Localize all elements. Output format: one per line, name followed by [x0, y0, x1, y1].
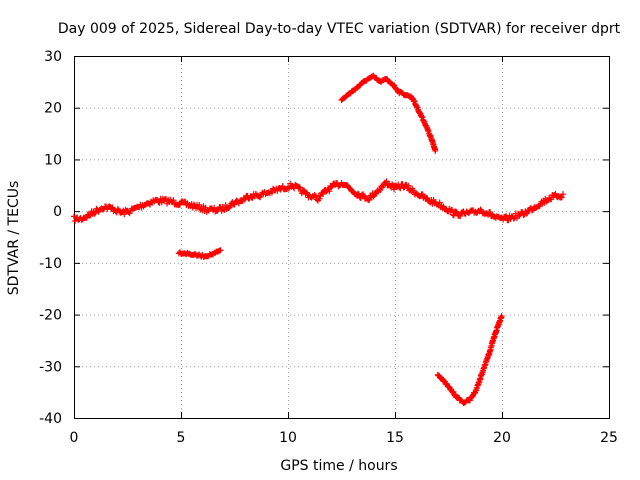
- x-tick-label: 25: [600, 430, 618, 446]
- y-tick-label: -20: [39, 308, 62, 324]
- y-tick-label: 10: [44, 152, 62, 168]
- data-point: [196, 201, 203, 208]
- x-tick-label: 20: [493, 430, 511, 446]
- series-high-arc: [338, 72, 439, 154]
- data-point: [391, 186, 398, 193]
- data-point: [316, 195, 323, 202]
- data-point: [170, 197, 177, 204]
- grid: [74, 56, 609, 418]
- y-tick-label: -40: [39, 411, 62, 427]
- data-point: [503, 213, 510, 220]
- data-point: [311, 192, 318, 199]
- series-low-arc: [434, 313, 505, 407]
- data-point: [231, 201, 238, 208]
- data-point: [405, 182, 412, 189]
- data-point: [559, 191, 566, 198]
- data-point: [558, 194, 565, 201]
- series-main-band: [71, 178, 566, 225]
- plot-frame: [74, 56, 610, 419]
- y-tick-label: 30: [44, 49, 62, 65]
- series-negative-segment: [175, 247, 224, 260]
- y-tick-label: 20: [44, 101, 62, 117]
- data-point: [121, 211, 128, 218]
- x-axis-label: GPS time / hours: [280, 458, 397, 474]
- data-marks: [71, 72, 566, 407]
- data-point: [450, 211, 457, 218]
- data-point: [516, 212, 523, 219]
- data-point: [487, 209, 494, 216]
- data-point: [257, 194, 264, 201]
- y-tick-label: -10: [39, 256, 62, 272]
- data-point: [449, 207, 456, 214]
- x-tick-label: 0: [70, 430, 79, 446]
- data-point: [436, 199, 443, 206]
- data-point: [328, 184, 335, 191]
- data-point: [498, 313, 505, 320]
- data-point: [217, 247, 224, 254]
- y-tick-label: -30: [39, 359, 62, 375]
- data-point: [72, 218, 79, 225]
- data-point: [357, 195, 364, 202]
- data-point: [326, 188, 333, 195]
- data-point: [279, 183, 286, 190]
- data-point: [523, 210, 530, 217]
- x-tick-label: 15: [386, 430, 404, 446]
- y-axis-label: SDTVAR / TECUs: [6, 181, 22, 296]
- data-point: [457, 213, 464, 220]
- chart-title: Day 009 of 2025, Sidereal Day-to-day VTE…: [58, 21, 621, 37]
- y-tick-label: 0: [53, 204, 62, 220]
- axis-ticks: 0 5 10 15 20 25 -40 -30 -20 -10 0 10 20 30: [39, 49, 618, 446]
- data-point: [211, 204, 218, 211]
- data-point: [548, 196, 555, 203]
- data-point: [313, 196, 320, 203]
- data-point: [296, 184, 303, 191]
- x-tick-label: 5: [177, 430, 186, 446]
- data-point: [91, 210, 98, 217]
- data-point: [320, 191, 327, 198]
- x-tick-label: 10: [279, 430, 297, 446]
- data-point: [452, 208, 459, 215]
- data-point: [432, 147, 439, 154]
- data-point: [397, 185, 404, 192]
